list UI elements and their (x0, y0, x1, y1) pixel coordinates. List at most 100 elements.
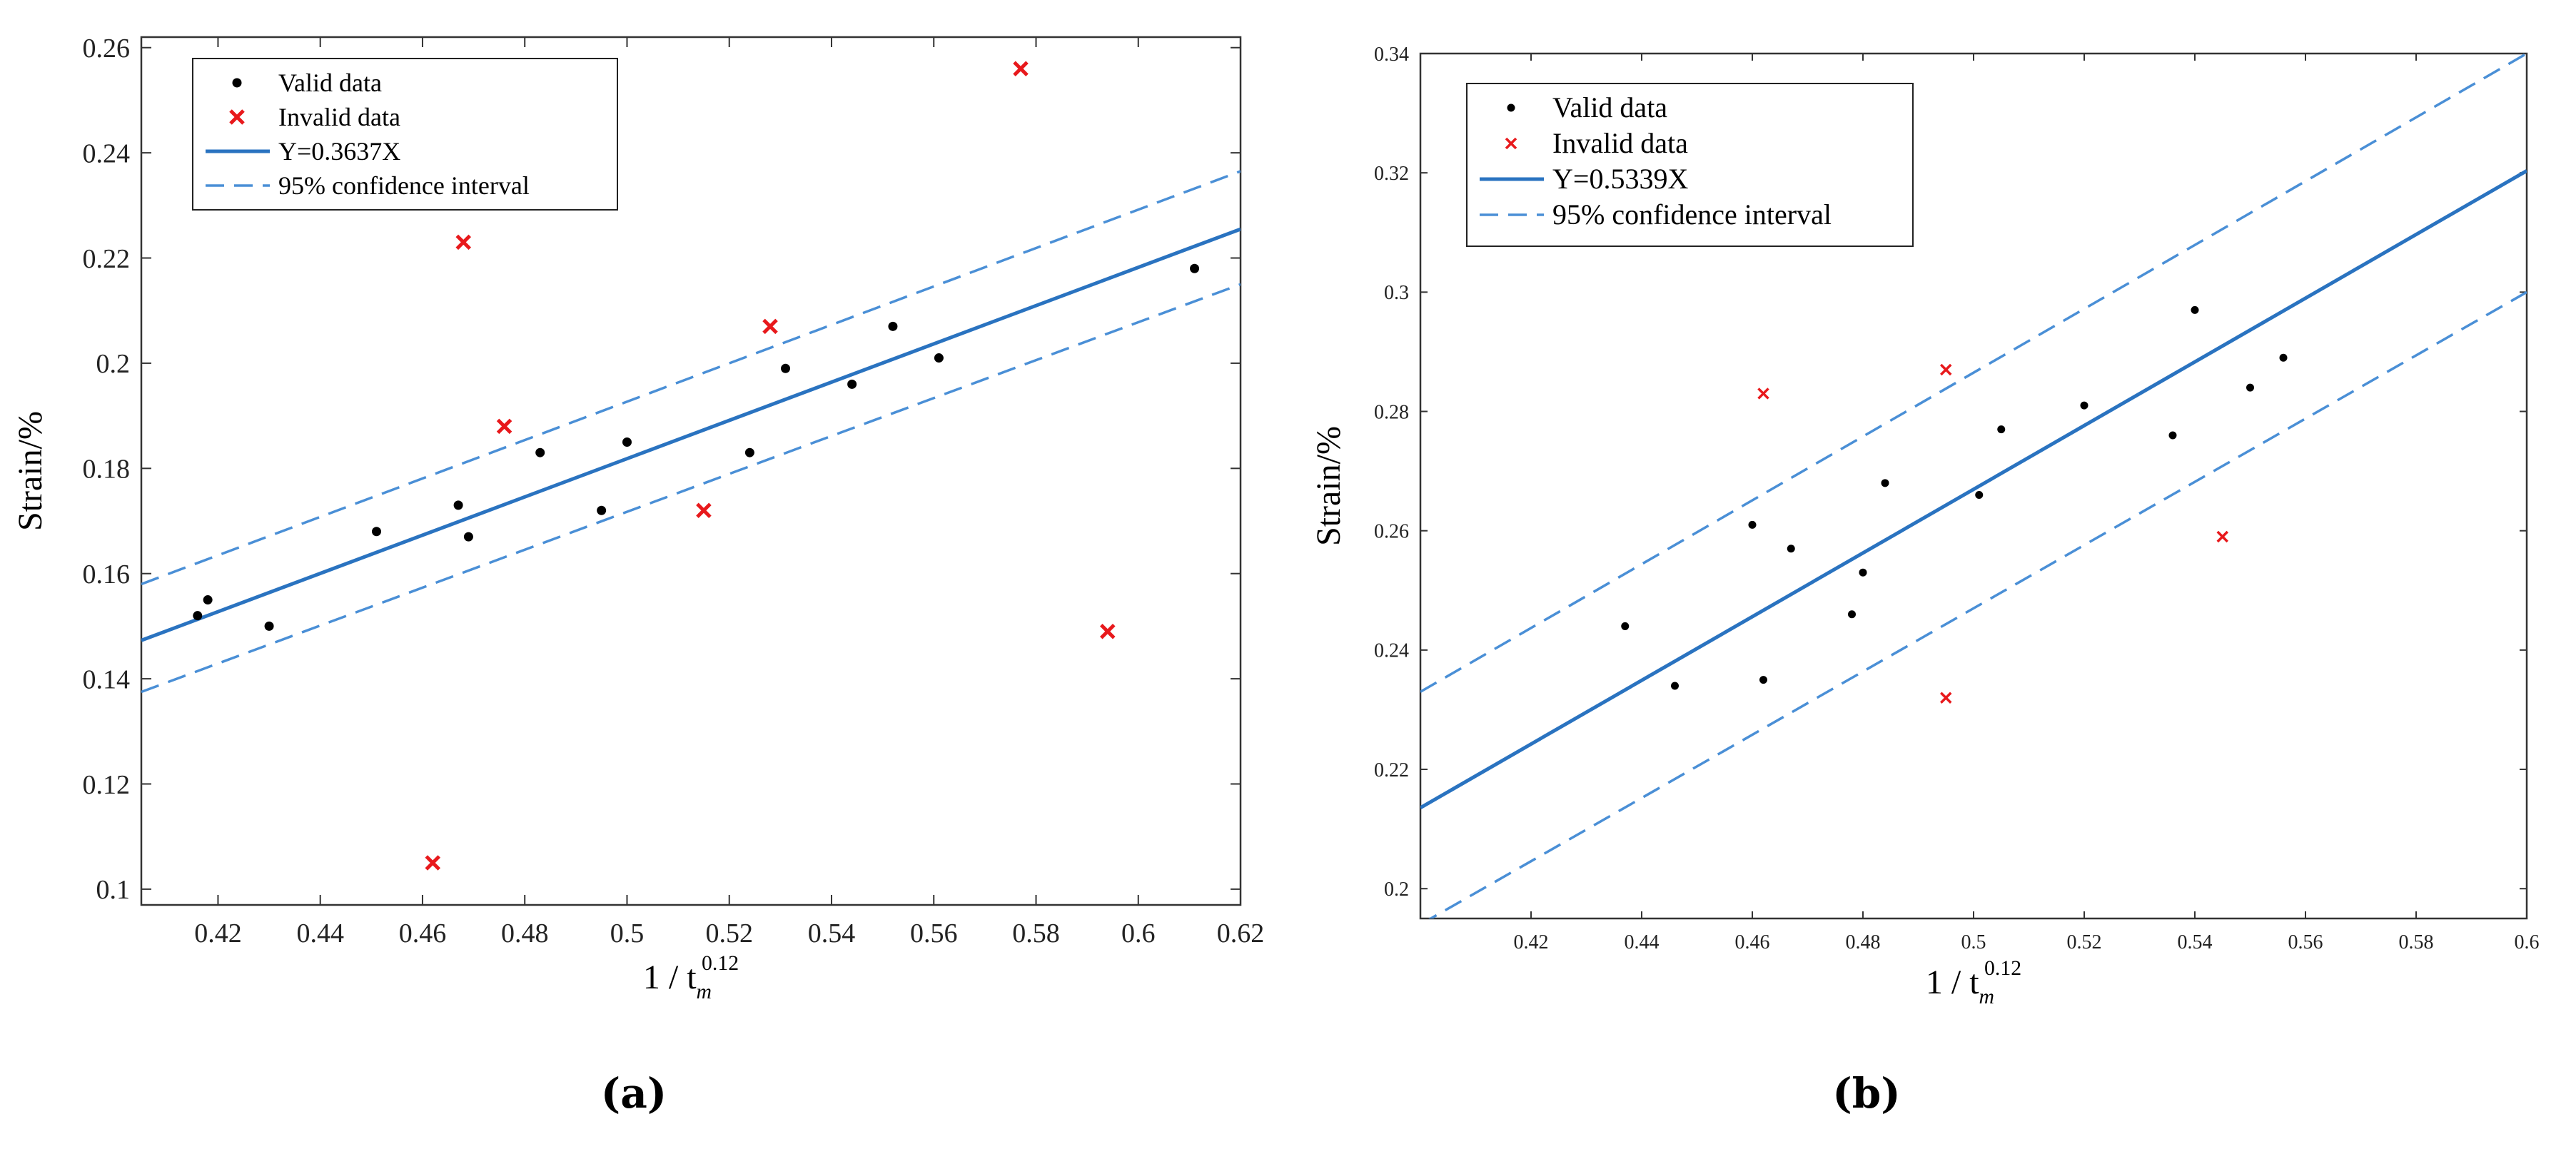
invalid-point (1940, 692, 1952, 704)
panel-b: 0.42 0.44 0.46 0.48 0.5 0.52 0.54 0.56 0.58 0.6 0.… (1310, 44, 2540, 1118)
y-tick-label: 0.16 (83, 560, 131, 589)
x-axis-label: 1 / tm 0.12 (643, 951, 739, 1003)
legend: Valid data Invalid data Y=0.3637X 95% confi… (192, 58, 618, 211)
y-tick-label: 0.12 (83, 770, 131, 800)
ci-lower-line (1428, 290, 2527, 918)
x-axis-label-sub: m (697, 980, 712, 1003)
invalid-point (496, 418, 512, 435)
invalid-point (696, 502, 712, 519)
invalid-point (1013, 61, 1029, 76)
panel-a: 0.42 0.44 0.46 0.48 0.5 0.52 0.54 0.56 0.58 0.6 0.… (11, 34, 1264, 1118)
valid-point (2191, 305, 2199, 314)
y-tick-label: 0.34 (1374, 44, 1409, 66)
legend-fit-label: Y=0.5339X (1552, 163, 1688, 195)
legend-invalid-marker (229, 109, 245, 125)
y-tick-label: 0.3 (1384, 282, 1409, 304)
x-axis-label-sub: m (1979, 985, 1995, 1008)
ci-lower-line (141, 283, 1241, 694)
legend-ci-label: 95% confidence interval (1552, 198, 1832, 231)
y-tick-label: 0.1 (96, 875, 131, 905)
x-tick-label: 0.48 (501, 918, 549, 948)
valid-point (1748, 520, 1757, 529)
y-tick-label: 0.32 (1374, 163, 1409, 185)
valid-point (934, 353, 944, 363)
x-axis-label-sup: 0.12 (1984, 956, 2021, 980)
x-tick-label: 0.5 (1961, 931, 1986, 953)
x-tick-label: 0.48 (1846, 931, 1881, 953)
y-axis-label: Strain/% (11, 411, 49, 531)
y-tick-label: 0.14 (83, 664, 131, 694)
valid-point (1859, 568, 1867, 577)
y-tick-label: 0.26 (1374, 520, 1409, 542)
y-tick-label: 0.24 (83, 138, 131, 168)
valid-point (1881, 479, 1889, 487)
x-tick-label: 0.62 (1217, 918, 1265, 948)
x-tick-label: 0.56 (910, 918, 958, 948)
valid-point (193, 611, 203, 621)
valid-point (1787, 545, 1795, 553)
panel-caption: (b) (1832, 1069, 1900, 1118)
valid-point (463, 532, 473, 542)
x-tick-label: 0.44 (1625, 931, 1660, 953)
fit-line (141, 227, 1241, 642)
x-axis-label-main: 1 / t (643, 958, 697, 996)
valid-point (1671, 682, 1679, 690)
x-tick-label: 0.46 (399, 918, 447, 948)
x-tick-label: 0.58 (1012, 918, 1060, 948)
valid-point (1997, 425, 2006, 434)
ci-upper-line (141, 170, 1241, 586)
invalid-point (1757, 388, 1769, 400)
legend-ci-label: 95% confidence interval (278, 171, 530, 200)
x-tick-label: 0.52 (2067, 931, 2102, 953)
invalid-point (2216, 530, 2228, 543)
x-axis-label-main: 1 / t (1926, 963, 1979, 1001)
legend-box (1466, 83, 1914, 247)
x-axis-label: 1 / tm 0.12 (1926, 956, 2021, 1008)
legend-invalid-marker (1505, 137, 1517, 150)
ci-upper-line (1420, 54, 2527, 693)
legend-invalid-label: Invalid data (278, 103, 400, 131)
x-tick-label: 0.6 (2515, 931, 2540, 953)
valid-point (453, 500, 463, 510)
valid-point (1975, 491, 1984, 500)
x-tick-label: 0.5 (610, 918, 645, 948)
x-axis-label-sup: 0.12 (702, 951, 739, 975)
valid-point (203, 595, 213, 605)
y-tick-label: 0.24 (1374, 640, 1409, 662)
legend-valid-marker (1507, 103, 1515, 112)
x-tick-label: 0.42 (1514, 931, 1549, 953)
valid-point (888, 321, 898, 331)
valid-point (597, 505, 607, 515)
valid-point (781, 363, 791, 373)
invalid-point (455, 234, 472, 250)
x-tick-label: 0.54 (808, 918, 856, 948)
y-tick-label: 0.22 (83, 244, 131, 274)
valid-point (1759, 676, 1767, 684)
legend-valid-label: Valid data (1552, 91, 1667, 123)
invalid-point (1100, 624, 1116, 639)
y-tick-label: 0.26 (83, 34, 131, 64)
valid-point (2080, 401, 2088, 410)
valid-point (1848, 610, 1856, 619)
fit-line (1420, 169, 2527, 810)
invalid-point (1940, 363, 1952, 376)
x-tick-label: 0.42 (194, 918, 242, 948)
valid-point (622, 437, 632, 447)
x-tick-label: 0.6 (1121, 918, 1156, 948)
invalid-point (762, 318, 778, 335)
legend-fit-label: Y=0.3637X (278, 137, 400, 166)
valid-point (2168, 431, 2177, 440)
valid-point (847, 379, 857, 389)
panel-caption: (a) (601, 1069, 667, 1118)
plot-area (1420, 54, 2527, 918)
valid-point (535, 447, 545, 457)
valid-point (744, 447, 754, 457)
y-tick-label: 0.2 (96, 349, 131, 379)
valid-point (264, 621, 274, 631)
legend-valid-label: Valid data (278, 69, 382, 97)
y-tick-label: 0.22 (1374, 759, 1409, 781)
x-tick-label: 0.58 (2399, 931, 2434, 953)
legend-valid-marker (232, 78, 242, 88)
